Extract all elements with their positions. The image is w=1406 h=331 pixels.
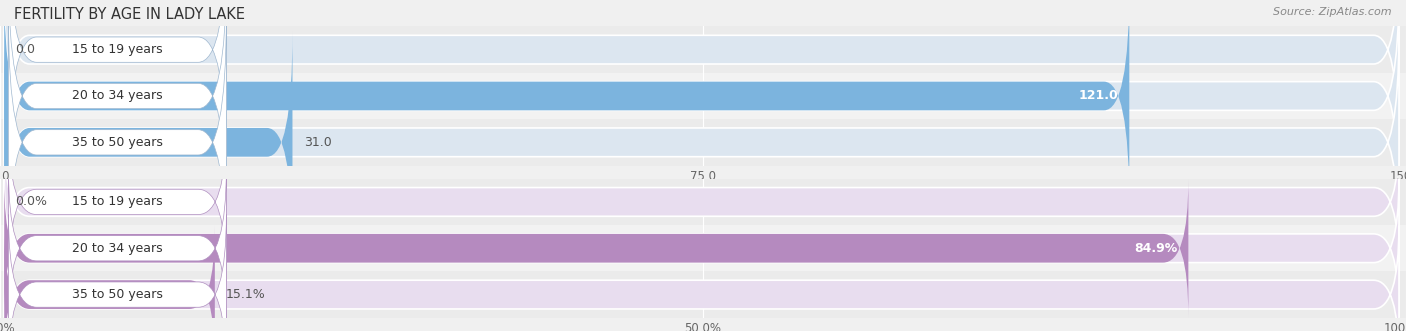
- Text: 31.0: 31.0: [304, 136, 332, 149]
- FancyBboxPatch shape: [0, 26, 1406, 73]
- Text: 121.0: 121.0: [1078, 89, 1118, 103]
- Text: 15 to 19 years: 15 to 19 years: [72, 43, 163, 56]
- Text: Source: ZipAtlas.com: Source: ZipAtlas.com: [1274, 7, 1392, 17]
- FancyBboxPatch shape: [8, 16, 226, 269]
- FancyBboxPatch shape: [8, 168, 226, 328]
- FancyBboxPatch shape: [0, 271, 1406, 318]
- FancyBboxPatch shape: [4, 179, 1188, 317]
- FancyBboxPatch shape: [4, 133, 1399, 271]
- Text: 15.1%: 15.1%: [226, 288, 266, 301]
- Text: 84.9%: 84.9%: [1133, 242, 1177, 255]
- FancyBboxPatch shape: [4, 0, 1129, 207]
- FancyBboxPatch shape: [4, 0, 1399, 207]
- Text: 0.0%: 0.0%: [15, 195, 48, 209]
- FancyBboxPatch shape: [4, 31, 1399, 253]
- FancyBboxPatch shape: [0, 179, 1406, 225]
- Text: 35 to 50 years: 35 to 50 years: [72, 136, 163, 149]
- Text: 20 to 34 years: 20 to 34 years: [72, 242, 163, 255]
- FancyBboxPatch shape: [4, 225, 215, 331]
- Text: 20 to 34 years: 20 to 34 years: [72, 89, 163, 103]
- FancyBboxPatch shape: [0, 225, 1406, 271]
- Text: FERTILITY BY AGE IN LADY LAKE: FERTILITY BY AGE IN LADY LAKE: [14, 7, 245, 22]
- FancyBboxPatch shape: [0, 73, 1406, 119]
- FancyBboxPatch shape: [8, 0, 226, 222]
- FancyBboxPatch shape: [4, 0, 1399, 161]
- FancyBboxPatch shape: [4, 31, 292, 253]
- FancyBboxPatch shape: [8, 0, 226, 176]
- Text: 15 to 19 years: 15 to 19 years: [72, 195, 163, 209]
- FancyBboxPatch shape: [0, 119, 1406, 166]
- FancyBboxPatch shape: [8, 122, 226, 282]
- Text: 0.0: 0.0: [15, 43, 35, 56]
- FancyBboxPatch shape: [4, 225, 1399, 331]
- FancyBboxPatch shape: [8, 214, 226, 331]
- FancyBboxPatch shape: [4, 179, 1399, 317]
- Text: 35 to 50 years: 35 to 50 years: [72, 288, 163, 301]
